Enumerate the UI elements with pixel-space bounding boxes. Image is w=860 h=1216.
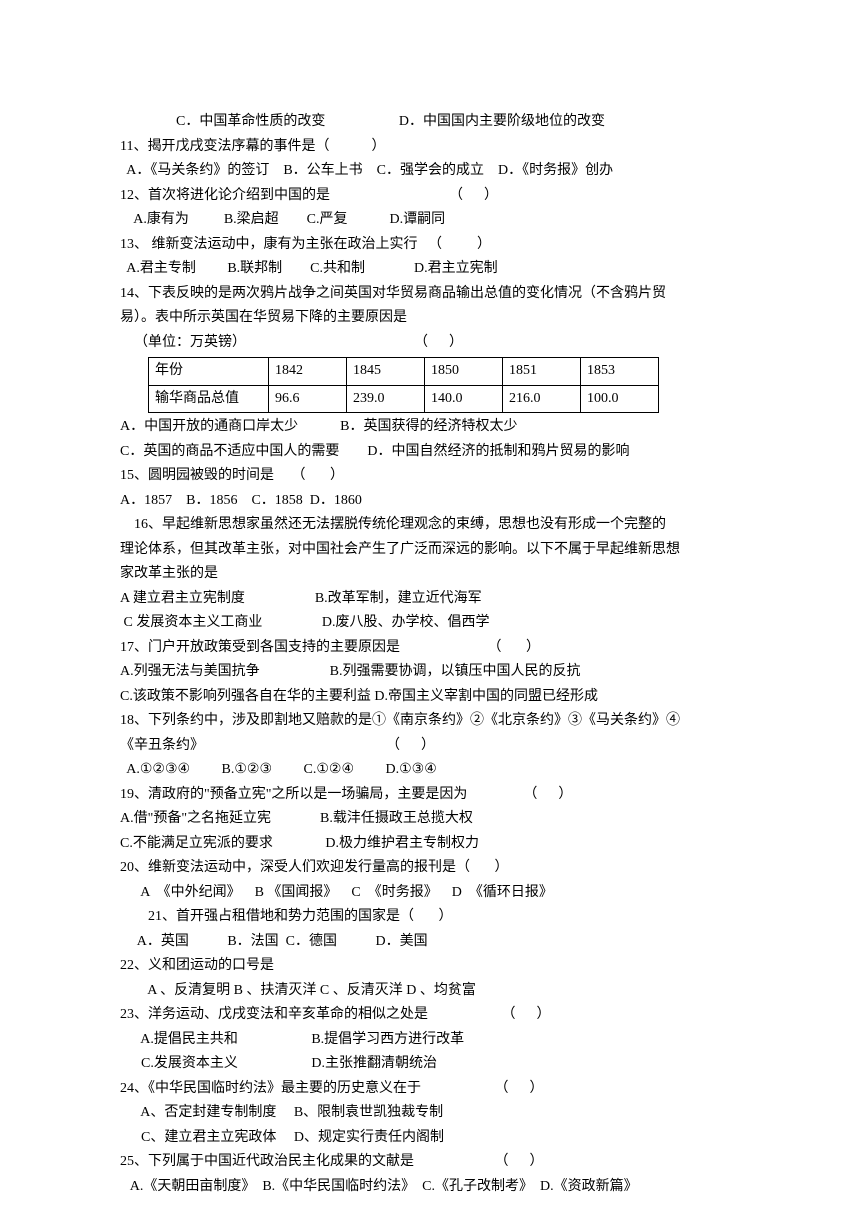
q24-opt-ab: A、否定封建专制制度 B、限制袁世凯独裁专制 <box>120 1101 760 1126</box>
td-label: 输华商品总值 <box>149 385 269 413</box>
q13-opts: A.君主专制 B.联邦制 C.共和制 D.君主立宪制 <box>120 257 760 282</box>
q18-opts: A.①②③④ B.①②③ C.①②④ D.①③④ <box>120 758 760 783</box>
q16-opt-cd: C 发展资本主义工商业 D.废八股、办学校、倡西学 <box>120 611 760 636</box>
q17-opt-ab: A.列强无法与美国抗争 B.列强需要协调，以镇压中国人民的反抗 <box>120 660 760 685</box>
td-v2: 140.0 <box>425 385 503 413</box>
q16-text3: 家改革主张的是 <box>120 562 760 587</box>
q25-opts: A.《天朝田亩制度》 B.《中华民国临时约法》 C.《孔子改制考》 D.《资政新… <box>120 1175 760 1200</box>
th-1845: 1845 <box>347 358 425 386</box>
td-v0: 96.6 <box>269 385 347 413</box>
q14-opt-ab: A．中国开放的通商口岸太少 B．英国获得的经济特权太少 <box>120 415 760 440</box>
td-v4: 100.0 <box>581 385 659 413</box>
q25-text: 25、下列属于中国近代政治民主化成果的文献是 （ ） <box>120 1150 760 1175</box>
q17-text: 17、门户开放政策受到各国支持的主要原因是 （ ） <box>120 636 760 661</box>
q15-opts: A．1857 B．1856 C．1858 D．1860 <box>120 489 760 514</box>
q14-opt-cd: C．英国的商品不适应中国人的需要 D．中国自然经济的抵制和鸦片贸易的影响 <box>120 440 760 465</box>
q22-text: 22、义和团运动的口号是 <box>120 954 760 979</box>
th-1842: 1842 <box>269 358 347 386</box>
q21-opts: A．英国 B．法国 C．德国 D．美国 <box>120 930 760 955</box>
q19-opt-cd: C.不能满足立宪派的要求 D.极力维护君主专制权力 <box>120 832 760 857</box>
q22-opts: A 、反清复明 B 、扶清灭洋 C 、反清灭洋 D 、均贫富 <box>120 979 760 1004</box>
q20-text: 20、维新变法运动中，深受人们欢迎发行量高的报刊是（ ） <box>120 856 760 881</box>
th-1851: 1851 <box>503 358 581 386</box>
q10-c: C．中国革命性质的改变 <box>176 114 325 129</box>
q16-opt-ab: A 建立君主立宪制度 B.改革军制，建立近代海军 <box>120 587 760 612</box>
th-1853: 1853 <box>581 358 659 386</box>
q23-opt-ab: A.提倡民主共和 B.提倡学习西方进行改革 <box>120 1028 760 1053</box>
q23-text: 23、洋务运动、戊戌变法和辛亥革命的相似之处是 （ ） <box>120 1003 760 1028</box>
table-row: 年份 1842 1845 1850 1851 1853 <box>149 358 659 386</box>
table-row: 输华商品总值 96.6 239.0 140.0 216.0 100.0 <box>149 385 659 413</box>
q19-text: 19、清政府的"预备立宪"之所以是一场骗局，主要是因为 （ ） <box>120 783 760 808</box>
q21-text: 21、首开强占租借地和势力范围的国家是（ ） <box>120 905 760 930</box>
q15-text: 15、圆明园被毁的时间是 （ ） <box>120 464 760 489</box>
q10-d: D．中国国内主要阶级地位的改变 <box>399 114 605 129</box>
q11-opts: A．《马关条约》的签订 B．公车上书 C．强学会的成立 D．《时务报》创办 <box>120 159 760 184</box>
th-year: 年份 <box>149 358 269 386</box>
td-v1: 239.0 <box>347 385 425 413</box>
q14-text2: 易）。表中所示英国在华贸易下降的主要原因是 <box>120 306 760 331</box>
q19-opt-ab: A.借"预备"之名拖延立宪 B.载沣任摄政王总揽大权 <box>120 807 760 832</box>
q12-opts: A.康有为 B.梁启超 C.严复 D.谭嗣同 <box>120 208 760 233</box>
q18-text2: 《辛丑条约》 （ ） <box>120 734 760 759</box>
q23-opt-cd: C.发展资本主义 D.主张推翻清朝统治 <box>120 1052 760 1077</box>
q12-text: 12、首次将进化论介绍到中国的是 （ ） <box>120 184 760 209</box>
q18-text1: 18、下列条约中，涉及即割地又赔款的是①《南京条约》②《北京条约》③《马关条约》… <box>120 709 760 734</box>
q16-text2: 理论体系，但其改革主张，对中国社会产生了广泛而深远的影响。以下不属于早起维新思想 <box>120 538 760 563</box>
q20-opts: A 《中外纪闻》 B 《国闻报》 C 《时务报》 D 《循环日报》 <box>120 881 760 906</box>
q17-opt-cd: C.该政策不影响列强各自在华的主要利益 D.帝国主义宰割中国的同盟已经形成 <box>120 685 760 710</box>
th-1850: 1850 <box>425 358 503 386</box>
q14-table: 年份 1842 1845 1850 1851 1853 输华商品总值 96.6 … <box>148 357 659 413</box>
q14-text1: 14、下表反映的是两次鸦片战争之间英国对华贸易商品输出总值的变化情况（不含鸦片贸 <box>120 282 760 307</box>
q13-text: 13、 维新变法运动中，康有为主张在政治上实行 （ ） <box>120 233 760 258</box>
td-v3: 216.0 <box>503 385 581 413</box>
q10-option-c-d: C．中国革命性质的改变 D．中国国内主要阶级地位的改变 <box>120 110 760 135</box>
q11-text: 11、揭开戊戌变法序幕的事件是（ ） <box>120 135 760 160</box>
q24-opt-cd: C、建立君主立宪政体 D、规定实行责任内阁制 <box>120 1126 760 1151</box>
q16-text1: 16、早起维新思想家虽然还无法摆脱传统伦理观念的束缚，思想也没有形成一个完整的 <box>120 513 760 538</box>
q24-text: 24、《中华民国临时约法》最主要的历史意义在于 （ ） <box>120 1077 760 1102</box>
q14-unit: （单位：万英镑） （ ） <box>120 331 760 356</box>
